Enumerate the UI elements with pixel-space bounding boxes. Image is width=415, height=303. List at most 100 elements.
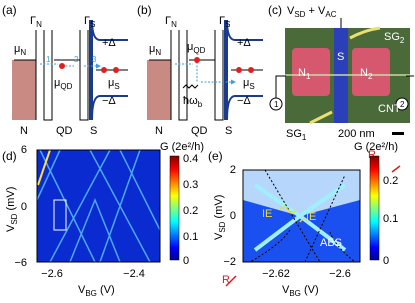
frame (242, 169, 361, 263)
y-tick: −2 (223, 256, 236, 268)
cbar-tick: 0 (383, 255, 389, 267)
text-part: QD (193, 46, 205, 55)
electron (59, 63, 65, 69)
text-part: SD (218, 221, 227, 232)
y-tick: 0 (230, 210, 236, 222)
region: S (225, 125, 232, 137)
annotation: IE (306, 211, 316, 223)
electron (194, 57, 200, 63)
text-part: QD (60, 82, 72, 91)
cbar-tick: 0 (183, 255, 189, 267)
scale-label: 200 nm (338, 128, 375, 140)
x-label: VBG (V) (78, 284, 115, 298)
text-part: N (171, 20, 177, 29)
panel-d: (d) 6 0 −6 −2.6 −2.4 VSD (mV) VBG (V) G … (2, 141, 204, 298)
panel-e: (e) IE IE ABS R R 2 0 −2 −2.62 −2.6 VSD … (208, 141, 401, 298)
text-part: (mV) (213, 195, 225, 222)
r-arrows (225, 165, 401, 287)
x-tick: −2.6 (329, 268, 351, 280)
bcs-dos (226, 19, 263, 121)
annotation: ABS (320, 237, 342, 249)
arrows (175, 62, 235, 82)
text-part: μ (187, 41, 193, 53)
annotation: R (222, 274, 230, 286)
electron (113, 67, 119, 73)
mu: μN (149, 43, 161, 57)
bias: VSD + VAC (287, 5, 337, 19)
text-part: S (90, 20, 95, 29)
delta: −Δ (102, 95, 116, 107)
text-part: (V) (301, 284, 319, 296)
region: QD (56, 125, 73, 137)
barriers (35, 30, 89, 121)
text-part: μ (54, 77, 60, 89)
region: N (20, 125, 28, 137)
electron (236, 67, 242, 73)
x-tick: −2.62 (262, 268, 290, 280)
text-part: + (305, 5, 318, 17)
text-part: V (5, 224, 17, 232)
delta: +Δ (102, 37, 116, 49)
features (36, 149, 161, 263)
text-part: 1 (302, 133, 307, 142)
text-part: Γ (219, 15, 225, 27)
region: N (155, 125, 163, 137)
contact-n2 (352, 48, 390, 96)
features (37, 149, 51, 186)
wires (275, 18, 414, 100)
mu: μS (108, 77, 120, 91)
meter (395, 97, 409, 111)
electron (248, 67, 254, 73)
text-part: SD (294, 10, 305, 19)
dotted-lines (249, 229, 356, 263)
text-part: μ (149, 43, 155, 55)
y-tick: 6 (21, 144, 27, 156)
y-tick: 0 (21, 201, 27, 213)
features (253, 183, 347, 252)
gamma: ΓS (84, 15, 95, 29)
contact-label: N2 (360, 67, 373, 81)
delta: +Δ (237, 37, 251, 49)
scale-bar (392, 132, 404, 135)
meter-label: 1 (274, 100, 279, 109)
text-part: 2 (400, 36, 405, 45)
gate-label: SG1 (286, 128, 307, 142)
panel-label: (b) (137, 3, 152, 17)
frame (36, 149, 161, 263)
contact-label: N1 (298, 67, 311, 81)
gamma: ΓS (219, 15, 230, 29)
s-edge (89, 20, 93, 120)
colorbar-title: G (2e²/h) (160, 141, 204, 153)
gamma: ΓN (165, 15, 177, 29)
text-part: V (282, 284, 290, 296)
side-gates (309, 26, 381, 125)
y-tick: 2 (230, 164, 236, 176)
annotation: R (368, 149, 376, 161)
text-part: 2 (368, 72, 373, 81)
cbar-tick: 0.1 (183, 231, 198, 243)
step: 2 (74, 55, 79, 64)
y-label: VSD (mV) (5, 187, 19, 232)
colorbar (169, 155, 180, 261)
panel-label: (e) (208, 149, 223, 163)
text-part: S (225, 20, 230, 29)
colorbar-title: G (2e²/h) (354, 141, 398, 153)
text-part: V (78, 284, 86, 296)
cbar-tick: 0.2 (383, 175, 398, 187)
panel-a: (a) ΓN ΓS +Δ −Δ μN μQD μS 1 2 3 N QD S (2, 3, 128, 137)
cbar-tick: 0.3 (183, 179, 198, 191)
ie-brace (279, 206, 309, 223)
photon (182, 84, 199, 89)
y-tick: −6 (14, 257, 27, 269)
region: QD (191, 125, 208, 137)
text-part: SG (286, 128, 302, 140)
dotted-lines (264, 169, 346, 263)
s-edge (224, 20, 228, 120)
text-part: Γ (165, 15, 171, 27)
cbar-tick: 0.1 (383, 213, 398, 225)
n-lead (147, 60, 171, 120)
bcs-dos (91, 19, 128, 121)
x-label: VBG (V) (282, 284, 319, 298)
text-part: (V) (97, 284, 115, 296)
